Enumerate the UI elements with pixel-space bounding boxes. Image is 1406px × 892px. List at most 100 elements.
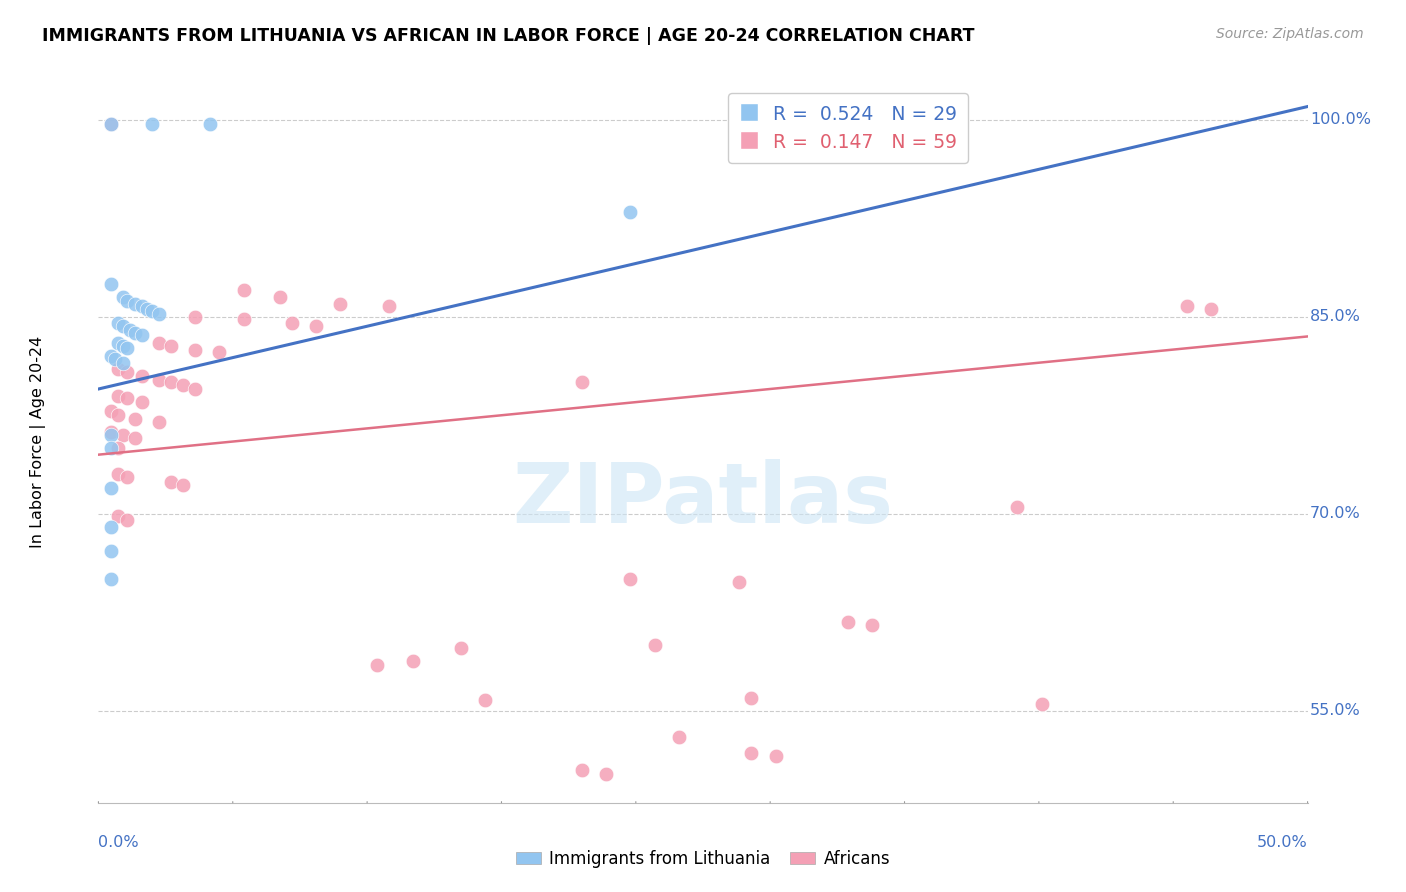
Point bbox=[100, 520, 122, 534]
Point bbox=[100, 428, 122, 442]
Text: IMMIGRANTS FROM LITHUANIA VS AFRICAN IN LABOR FORCE | AGE 20-24 CORRELATION CHAR: IMMIGRANTS FROM LITHUANIA VS AFRICAN IN … bbox=[42, 27, 974, 45]
Point bbox=[329, 296, 352, 310]
Point bbox=[232, 284, 254, 298]
Point bbox=[117, 293, 139, 308]
Point bbox=[100, 117, 122, 131]
Point bbox=[208, 345, 231, 359]
Text: 70.0%: 70.0% bbox=[1310, 507, 1361, 521]
Point bbox=[668, 730, 690, 744]
Point bbox=[184, 382, 207, 396]
Text: 85.0%: 85.0% bbox=[1310, 310, 1361, 324]
Point bbox=[107, 467, 129, 482]
Point bbox=[860, 618, 883, 632]
Point bbox=[765, 748, 787, 763]
Point bbox=[740, 690, 762, 705]
Point bbox=[111, 356, 134, 370]
Point bbox=[160, 338, 183, 352]
Point bbox=[124, 412, 146, 426]
Point bbox=[728, 575, 751, 590]
Text: In Labor Force | Age 20-24: In Labor Force | Age 20-24 bbox=[30, 335, 46, 548]
Legend: Immigrants from Lithuania, Africans: Immigrants from Lithuania, Africans bbox=[509, 844, 897, 875]
Point bbox=[131, 328, 153, 343]
Point bbox=[269, 290, 291, 304]
Point bbox=[100, 543, 122, 558]
Legend: R =  0.524   N = 29, R =  0.147   N = 59: R = 0.524 N = 29, R = 0.147 N = 59 bbox=[728, 94, 969, 163]
Point bbox=[474, 693, 496, 707]
Point bbox=[111, 338, 134, 352]
Point bbox=[148, 336, 170, 351]
Point bbox=[135, 301, 157, 316]
Point bbox=[1175, 299, 1198, 313]
Point bbox=[281, 316, 304, 330]
Point bbox=[107, 441, 129, 455]
Point bbox=[100, 425, 122, 440]
Point bbox=[107, 509, 129, 524]
Point bbox=[1031, 698, 1053, 712]
Point bbox=[184, 343, 207, 357]
Point bbox=[644, 638, 666, 652]
Point bbox=[131, 395, 153, 409]
Point bbox=[100, 481, 122, 495]
Point bbox=[100, 404, 122, 418]
Point bbox=[619, 204, 641, 219]
Point bbox=[117, 391, 139, 405]
Point bbox=[141, 117, 163, 131]
Point bbox=[619, 573, 641, 587]
Point bbox=[450, 640, 472, 655]
Text: ZIPatlas: ZIPatlas bbox=[513, 458, 893, 540]
Point bbox=[160, 475, 183, 490]
Point bbox=[111, 290, 134, 304]
Point bbox=[148, 415, 170, 429]
Point bbox=[595, 767, 617, 781]
Point bbox=[107, 388, 129, 402]
Point bbox=[232, 312, 254, 326]
Point bbox=[172, 378, 194, 392]
Text: 0.0%: 0.0% bbox=[98, 835, 139, 850]
Point bbox=[124, 296, 146, 310]
Text: 100.0%: 100.0% bbox=[1310, 112, 1371, 128]
Point bbox=[100, 277, 122, 291]
Point bbox=[111, 428, 134, 442]
Point bbox=[118, 323, 141, 337]
Point bbox=[111, 318, 134, 333]
Point bbox=[131, 368, 153, 383]
Point bbox=[117, 513, 139, 527]
Point bbox=[765, 117, 787, 131]
Point bbox=[1007, 500, 1029, 515]
Point bbox=[402, 654, 425, 668]
Text: 50.0%: 50.0% bbox=[1257, 835, 1308, 850]
Point bbox=[141, 304, 163, 318]
Point bbox=[107, 362, 129, 376]
Point bbox=[100, 573, 122, 587]
Point bbox=[107, 316, 129, 330]
Point bbox=[366, 657, 388, 672]
Point bbox=[104, 351, 127, 366]
Point bbox=[1199, 301, 1222, 316]
Point bbox=[107, 336, 129, 351]
Point bbox=[148, 373, 170, 387]
Text: 55.0%: 55.0% bbox=[1310, 704, 1361, 718]
Text: Source: ZipAtlas.com: Source: ZipAtlas.com bbox=[1216, 27, 1364, 41]
Point bbox=[131, 299, 153, 313]
Point bbox=[117, 365, 139, 379]
Point bbox=[117, 341, 139, 355]
Point bbox=[172, 478, 194, 492]
Point bbox=[117, 470, 139, 484]
Point bbox=[160, 376, 183, 390]
Point bbox=[571, 376, 593, 390]
Point bbox=[740, 746, 762, 760]
Point bbox=[124, 326, 146, 340]
Point bbox=[934, 117, 956, 131]
Point bbox=[198, 117, 221, 131]
Point bbox=[377, 299, 399, 313]
Point bbox=[100, 349, 122, 363]
Point bbox=[305, 318, 328, 333]
Point bbox=[100, 117, 122, 131]
Point bbox=[124, 431, 146, 445]
Point bbox=[148, 307, 170, 321]
Point bbox=[107, 409, 129, 423]
Point bbox=[571, 763, 593, 777]
Point bbox=[100, 441, 122, 455]
Point bbox=[837, 615, 859, 629]
Point bbox=[184, 310, 207, 324]
